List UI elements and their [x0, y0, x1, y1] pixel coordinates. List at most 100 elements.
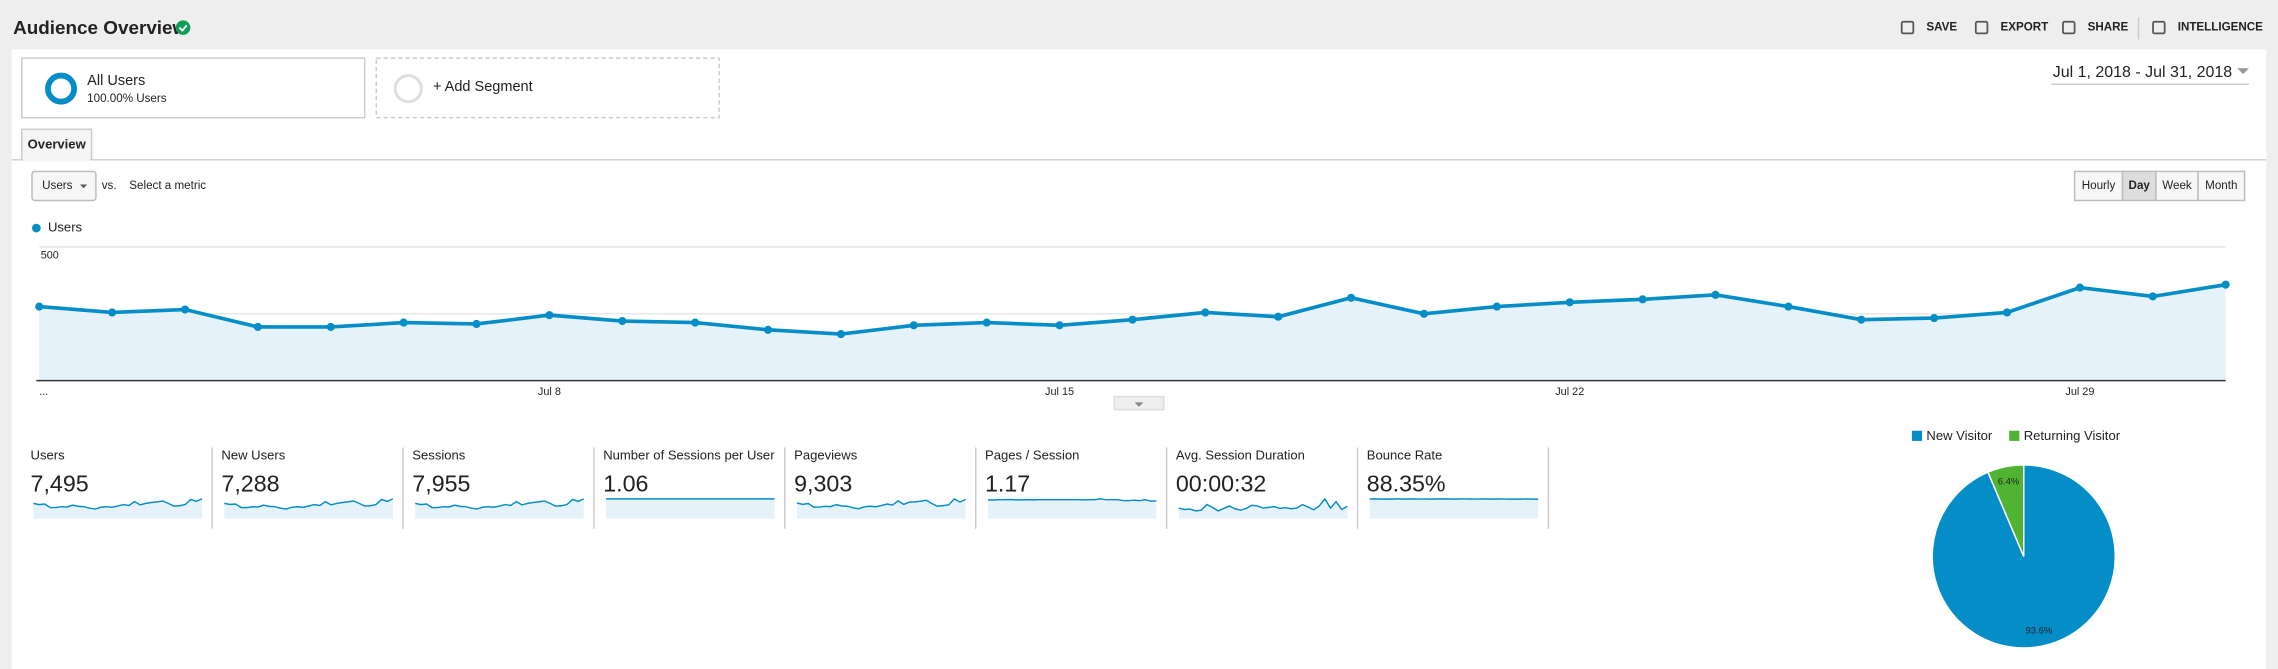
legend-label: New Visitor	[1926, 428, 1992, 443]
pie-label: 6.4%	[1998, 476, 2020, 487]
select-metric[interactable]: Select a metric	[129, 179, 206, 192]
point[interactable]	[2002, 308, 2012, 317]
verified-check	[178, 24, 188, 32]
add-segment[interactable]: + Add Segment	[433, 79, 533, 95]
point[interactable]	[763, 325, 773, 334]
metric-label: Users	[42, 179, 73, 192]
x-tick-label: Jul 8	[538, 386, 561, 398]
sparkline-area	[224, 498, 393, 519]
metric-name: Pageviews	[794, 448, 858, 463]
point[interactable]	[909, 321, 918, 330]
verified-icon	[175, 20, 191, 35]
point[interactable]	[691, 318, 700, 327]
metric-value: 7,495	[31, 470, 89, 496]
point[interactable]	[1565, 298, 1574, 307]
point[interactable]	[180, 305, 190, 314]
dropdown-arrow	[79, 184, 88, 189]
pie-label: 93.6%	[2026, 625, 2053, 636]
legend-dot	[31, 223, 41, 233]
point[interactable]	[2148, 292, 2157, 301]
action-icon	[2062, 20, 2076, 35]
metric-name: Pages / Session	[985, 448, 1079, 463]
point[interactable]	[836, 330, 846, 339]
point[interactable]	[1274, 312, 1283, 321]
action-button[interactable]: EXPORT	[2000, 21, 2048, 34]
legend-swatch	[2009, 430, 2020, 441]
metric-name: Bounce Rate	[1367, 448, 1443, 463]
x-tick-label: Jul 15	[1045, 386, 1074, 398]
point[interactable]	[618, 316, 627, 326]
legend-swatch	[1911, 430, 1923, 441]
metric-dropdown[interactable]	[31, 170, 97, 202]
point[interactable]	[2075, 283, 2084, 292]
granularity-button[interactable]	[2155, 170, 2199, 202]
vs-label: vs.	[102, 179, 117, 192]
point[interactable]	[982, 318, 991, 327]
x-tick-label: ...	[39, 386, 48, 398]
action-icon	[1974, 20, 1989, 35]
point[interactable]	[2221, 280, 2230, 289]
segment-box[interactable]	[21, 57, 366, 119]
sparkline	[224, 498, 394, 510]
metric-name: Sessions	[412, 448, 465, 463]
point[interactable]	[1347, 293, 1356, 302]
point[interactable]	[545, 311, 554, 320]
point[interactable]	[1492, 302, 1501, 311]
legend-label: Users	[48, 220, 83, 235]
point[interactable]	[1128, 315, 1137, 324]
legend-label: Returning Visitor	[2024, 428, 2121, 443]
point[interactable]	[326, 322, 335, 331]
add-segment-box[interactable]	[375, 57, 720, 119]
point[interactable]	[108, 308, 117, 317]
point[interactable]	[1055, 321, 1064, 330]
sparkline-area	[606, 498, 775, 519]
action-button[interactable]: SHARE	[2088, 21, 2129, 34]
point[interactable]	[1419, 309, 1429, 318]
handle-arrow	[1134, 402, 1144, 407]
granularity-button[interactable]	[2121, 170, 2157, 202]
sparkline	[987, 498, 1157, 502]
sparkline-area	[415, 498, 584, 519]
y-tick-label: 500	[41, 250, 59, 262]
action-button[interactable]: INTELLIGENCE	[2178, 21, 2263, 34]
point[interactable]	[472, 319, 481, 329]
point[interactable]	[1784, 302, 1793, 311]
point[interactable]	[253, 322, 262, 331]
point[interactable]	[1857, 315, 1866, 324]
metric-name: Number of Sessions per User	[603, 448, 775, 463]
metric-value: 00:00:32	[1176, 470, 1266, 496]
point[interactable]	[1711, 290, 1720, 299]
point[interactable]	[35, 302, 44, 311]
date-arrow	[2237, 68, 2249, 75]
x-tick-label: Jul 29	[2065, 386, 2094, 398]
action-icon	[1900, 20, 1915, 35]
tab-join	[23, 156, 91, 162]
sparkline-area	[33, 498, 202, 519]
granularity-label: Week	[2162, 179, 2192, 192]
metric-value: 9,303	[794, 470, 852, 496]
metric-value: 7,288	[221, 470, 279, 496]
metric-value: 1.06	[603, 470, 648, 496]
metric-name: Avg. Session Duration	[1176, 448, 1305, 463]
pie-slice[interactable]	[1986, 464, 2025, 557]
area	[39, 284, 2226, 381]
metric-value: 88.35%	[1367, 470, 1446, 496]
point[interactable]	[1201, 308, 1210, 317]
sparkline	[1178, 497, 1348, 512]
tab-label: Overview	[28, 137, 87, 152]
date-range[interactable]: Jul 1, 2018 - Jul 31, 2018	[2053, 64, 2232, 81]
sparkline-area	[1369, 498, 1539, 519]
segment-icon	[45, 72, 78, 105]
action-button[interactable]: SAVE	[1926, 21, 1957, 34]
point[interactable]	[399, 318, 408, 327]
granularity-label: Month	[2205, 179, 2237, 192]
granularity-button[interactable]	[2197, 170, 2246, 202]
granularity-label: Day	[2129, 179, 2151, 192]
metric-tiles: Users 7,495 New Users 7,288 Sessions 7,955 Num…	[31, 447, 1550, 529]
metric-value: 7,955	[412, 470, 470, 496]
sparkline	[33, 498, 203, 510]
point[interactable]	[1638, 295, 1647, 304]
point[interactable]	[1930, 314, 1939, 323]
metric-name: Users	[31, 448, 66, 463]
